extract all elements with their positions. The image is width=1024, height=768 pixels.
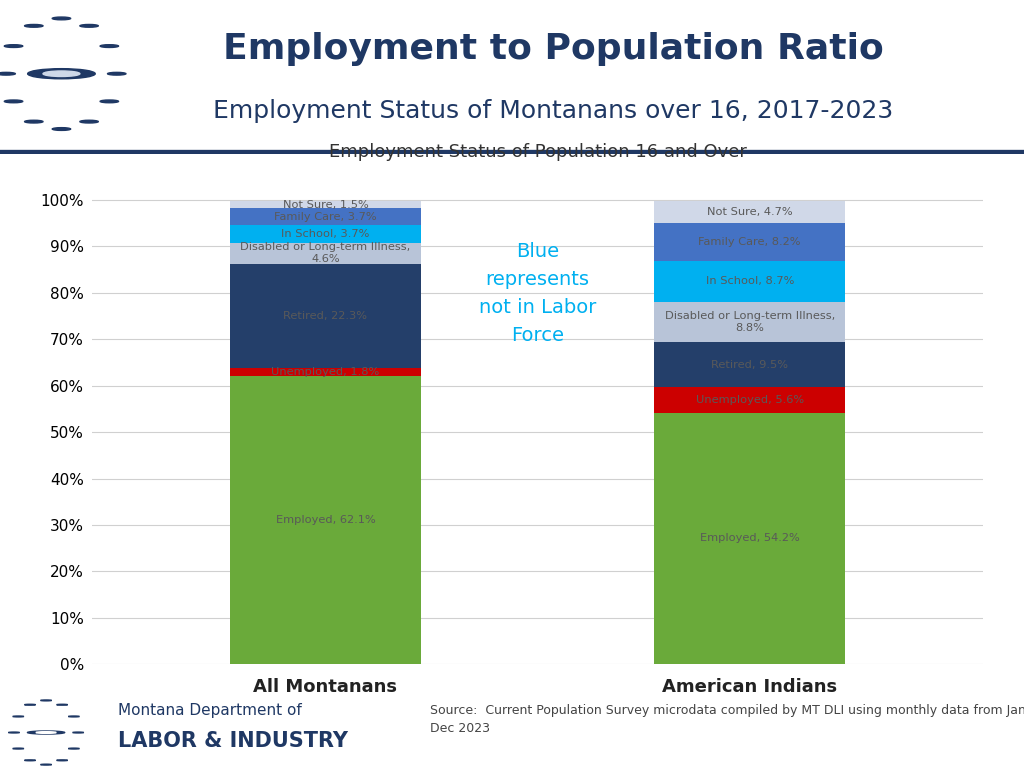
Circle shape: [52, 17, 71, 20]
Bar: [654, 343, 845, 386]
Bar: [230, 208, 421, 225]
Circle shape: [100, 45, 119, 48]
Text: Retired, 9.5%: Retired, 9.5%: [712, 359, 788, 369]
Bar: [230, 368, 421, 376]
Circle shape: [12, 748, 24, 749]
Circle shape: [25, 704, 36, 705]
Text: Montana Department of: Montana Department of: [118, 703, 301, 718]
Text: Employed, 62.1%: Employed, 62.1%: [275, 515, 376, 525]
Circle shape: [25, 121, 43, 123]
Circle shape: [28, 68, 95, 79]
Text: Source:  Current Population Survey microdata compiled by MT DLI using monthly da: Source: Current Population Survey microd…: [430, 703, 1024, 734]
Text: In School, 8.7%: In School, 8.7%: [706, 276, 794, 286]
Circle shape: [73, 732, 84, 733]
Bar: [654, 201, 845, 223]
Text: Not Sure, 1.5%: Not Sure, 1.5%: [283, 200, 369, 210]
Text: Family Care, 8.2%: Family Care, 8.2%: [698, 237, 801, 247]
Bar: [654, 261, 845, 302]
Text: Unemployed, 5.6%: Unemployed, 5.6%: [695, 395, 804, 405]
Circle shape: [0, 72, 15, 75]
Circle shape: [100, 100, 119, 103]
Bar: [230, 243, 421, 264]
Text: Disabled or Long-term Illness,
8.8%: Disabled or Long-term Illness, 8.8%: [665, 311, 835, 333]
Circle shape: [25, 760, 36, 761]
Circle shape: [41, 700, 51, 701]
Circle shape: [80, 121, 98, 123]
Text: In School, 3.7%: In School, 3.7%: [282, 229, 370, 239]
Bar: [230, 376, 421, 664]
Circle shape: [4, 45, 23, 48]
Bar: [230, 264, 421, 368]
Title: Employment Status of Population 16 and Over: Employment Status of Population 16 and O…: [329, 143, 746, 161]
Bar: [654, 386, 845, 412]
Circle shape: [56, 704, 68, 705]
Circle shape: [41, 764, 51, 765]
Text: Family Care, 3.7%: Family Care, 3.7%: [274, 212, 377, 222]
Text: Not Sure, 4.7%: Not Sure, 4.7%: [707, 207, 793, 217]
Text: Retired, 22.3%: Retired, 22.3%: [284, 311, 368, 321]
Circle shape: [8, 732, 19, 733]
Circle shape: [43, 71, 80, 77]
Bar: [230, 201, 421, 208]
Bar: [654, 412, 845, 664]
Circle shape: [108, 72, 126, 75]
Circle shape: [69, 716, 80, 717]
Text: Employment to Population Ratio: Employment to Population Ratio: [222, 32, 884, 66]
Bar: [654, 302, 845, 343]
Circle shape: [56, 760, 68, 761]
Circle shape: [25, 25, 43, 27]
Text: Blue
represents
not in Labor
Force: Blue represents not in Labor Force: [479, 242, 596, 345]
Circle shape: [52, 127, 71, 131]
Circle shape: [28, 731, 65, 734]
Bar: [230, 225, 421, 243]
Circle shape: [69, 748, 80, 749]
Text: Unemployed, 1.8%: Unemployed, 1.8%: [271, 366, 380, 377]
Bar: [654, 223, 845, 261]
Text: LABOR & INDUSTRY: LABOR & INDUSTRY: [118, 731, 348, 751]
Circle shape: [36, 732, 56, 733]
Circle shape: [12, 716, 24, 717]
Circle shape: [80, 25, 98, 27]
Text: Employed, 54.2%: Employed, 54.2%: [699, 534, 800, 544]
Text: Employment Status of Montanans over 16, 2017-2023: Employment Status of Montanans over 16, …: [213, 98, 893, 123]
Text: Disabled or Long-term Illness,
4.6%: Disabled or Long-term Illness, 4.6%: [241, 242, 411, 264]
Circle shape: [4, 100, 23, 103]
